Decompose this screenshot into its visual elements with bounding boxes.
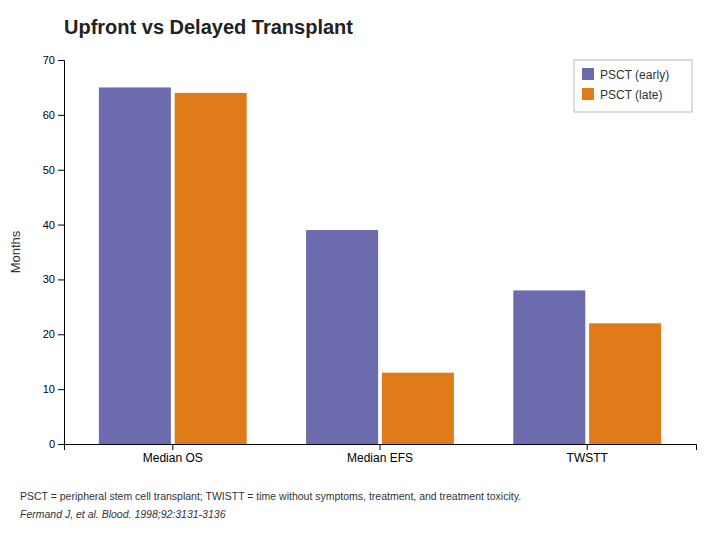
y-tick: 40: [43, 219, 64, 231]
bar: [382, 373, 454, 444]
y-tick: 20: [43, 328, 64, 340]
y-tick-label: 10: [43, 383, 55, 395]
y-tick-label: 30: [43, 273, 55, 285]
x-tick-mark: [380, 444, 381, 450]
y-tick: 60: [43, 109, 64, 121]
y-tick-label: 50: [43, 164, 55, 176]
x-tick: Median EFS: [347, 444, 413, 465]
y-tick-label: 20: [43, 328, 55, 340]
y-tick-label: 0: [49, 438, 55, 450]
legend-label: PSCT (late): [600, 88, 662, 102]
legend-swatch: [582, 68, 594, 80]
bar: [306, 230, 378, 444]
y-axis: 0 10 20 30 40 50 60 70: [43, 54, 65, 450]
y-tick-label: 40: [43, 219, 55, 231]
legend-item: PSCT (early): [582, 68, 669, 82]
legend-item: PSCT (late): [582, 88, 662, 102]
legend-swatch: [582, 88, 594, 100]
y-tick: 30: [43, 273, 64, 285]
bar: [175, 93, 247, 444]
x-tick-mark: [172, 444, 173, 450]
y-tick-mark: [58, 170, 64, 171]
bar: [99, 87, 171, 444]
legend-box: [574, 60, 692, 112]
x-tick-label: TWSTT: [567, 451, 609, 465]
y-tick-mark: [58, 389, 64, 390]
y-axis-title: Months: [8, 230, 23, 273]
y-tick-label: 70: [43, 54, 55, 66]
footnote: PSCT = peripheral stem cell transplant; …: [20, 490, 521, 502]
series-group: [175, 93, 661, 444]
y-tick: 50: [43, 164, 64, 176]
x-tick: Median OS: [143, 444, 203, 465]
series-group: [99, 87, 585, 444]
legend: PSCT (early) PSCT (late): [574, 60, 692, 112]
x-axis-line: [65, 445, 697, 451]
bar: [513, 290, 585, 444]
y-tick-mark: [58, 279, 64, 280]
y-tick-mark: [58, 334, 64, 335]
footnote: Fermand J, et al. Blood. 1998;92:3131-31…: [20, 508, 226, 520]
y-axis-line: [58, 61, 65, 445]
bar: [589, 323, 661, 444]
y-tick: 10: [43, 383, 64, 395]
x-axis: Median OS Median EFS TWSTT: [65, 444, 697, 465]
y-tick-label: 60: [43, 109, 55, 121]
chart-svg: Upfront vs Delayed Transplant 0 10 20 30 40 50…: [0, 0, 720, 540]
title: Upfront vs Delayed Transplant: [64, 16, 353, 38]
plot: 010203040506070Median OSMedian EFSTWSTTM…: [8, 54, 697, 465]
x-tick-label: Median OS: [143, 451, 203, 465]
y-tick-mark: [58, 225, 64, 226]
y-tick: 70: [43, 54, 64, 66]
x-tick-label: Median EFS: [347, 451, 413, 465]
legend-label: PSCT (early): [600, 68, 669, 82]
x-tick: TWSTT: [567, 444, 609, 465]
y-tick: 0: [49, 438, 64, 450]
y-tick-mark: [58, 115, 64, 116]
bars: [99, 87, 661, 444]
y-tick-mark: [58, 444, 64, 445]
x-tick-mark: [587, 444, 588, 450]
y-tick-mark: [58, 60, 64, 61]
